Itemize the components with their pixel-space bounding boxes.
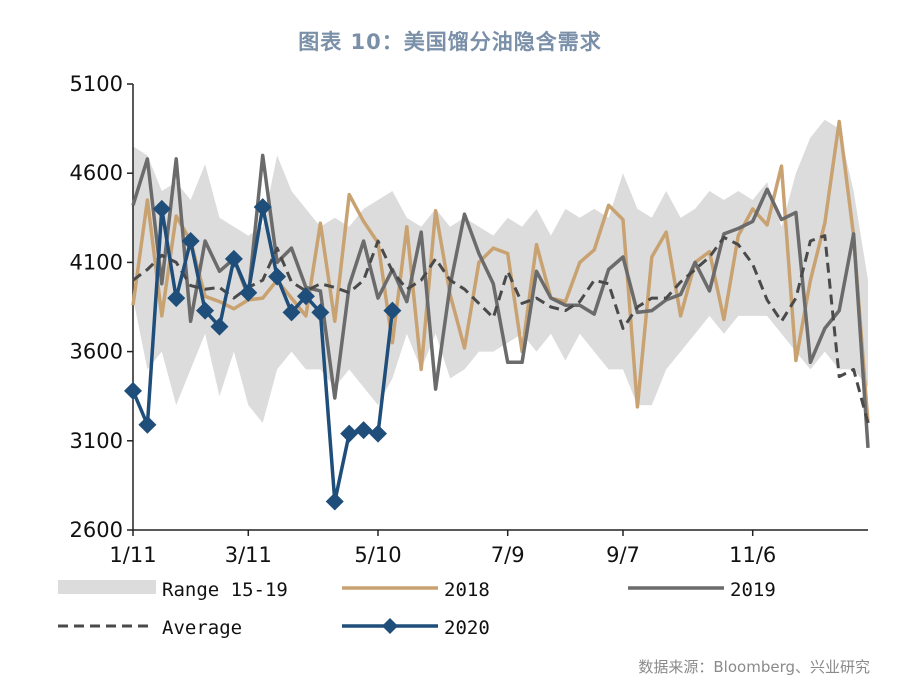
- series-2020-point: [181, 231, 200, 250]
- x-tick-label: 1/11: [109, 543, 156, 567]
- series-2020-point: [369, 424, 387, 443]
- legend-average-label: Average: [162, 617, 242, 639]
- legend-2020-marker: [382, 618, 398, 634]
- y-tick-label: 4100: [70, 250, 123, 274]
- series-2020-point: [282, 303, 301, 322]
- series-2020-point: [239, 283, 258, 302]
- range-band-layer: [133, 119, 868, 423]
- y-tick-label: 2600: [70, 518, 123, 542]
- series-2020-point: [268, 267, 287, 286]
- legend: Range 15-19 2018 2019 Average 2020: [58, 579, 776, 639]
- series-2020-point: [152, 199, 171, 218]
- legend-2020-label: 2020: [444, 617, 490, 639]
- x-tick-label: 5/10: [354, 543, 401, 567]
- series-2020-point: [124, 381, 142, 400]
- legend-2019-label: 2019: [730, 579, 776, 601]
- source-note: 数据来源：Bloomberg、兴业研究: [638, 658, 870, 676]
- chart-title: 图表 10：美国馏分油隐含需求: [298, 30, 602, 54]
- series-2020-point: [325, 492, 344, 511]
- y-tick-label: 4600: [70, 161, 123, 185]
- series-2020-point: [210, 317, 229, 336]
- series-2020-point: [253, 198, 272, 217]
- series-2020-point: [340, 424, 359, 443]
- y-tick-label: 3100: [70, 429, 123, 453]
- series-2020-point: [138, 415, 157, 434]
- x-tick-label: 3/11: [225, 543, 272, 567]
- legend-range-label: Range 15-19: [162, 579, 288, 601]
- legend-range-swatch: [58, 580, 156, 594]
- x-tick-label: 11/6: [729, 543, 776, 567]
- axes: 2600 3100 3600 4100 4600 5100 1/11 3/11 5/10 7/9 9…: [70, 72, 868, 567]
- series-2020-point: [296, 287, 315, 306]
- series-2020-point: [167, 289, 186, 308]
- range-band: [133, 119, 868, 423]
- series-2020-point: [196, 301, 215, 320]
- series-2018-line: [131, 119, 870, 424]
- x-tick-label: 9/7: [606, 543, 640, 567]
- series-2020-point: [311, 303, 330, 322]
- series-2020-point: [383, 301, 402, 320]
- series-2019-line: [131, 153, 870, 449]
- x-tick-label: 7/9: [491, 543, 525, 567]
- series-2020-point: [354, 421, 373, 440]
- y-tick-label: 3600: [70, 340, 123, 364]
- legend-2018-label: 2018: [444, 579, 490, 601]
- y-tick-label: 5100: [70, 72, 123, 96]
- series-average-line: [132, 234, 870, 424]
- series-2020-point: [224, 249, 243, 268]
- series-layer: [124, 119, 870, 511]
